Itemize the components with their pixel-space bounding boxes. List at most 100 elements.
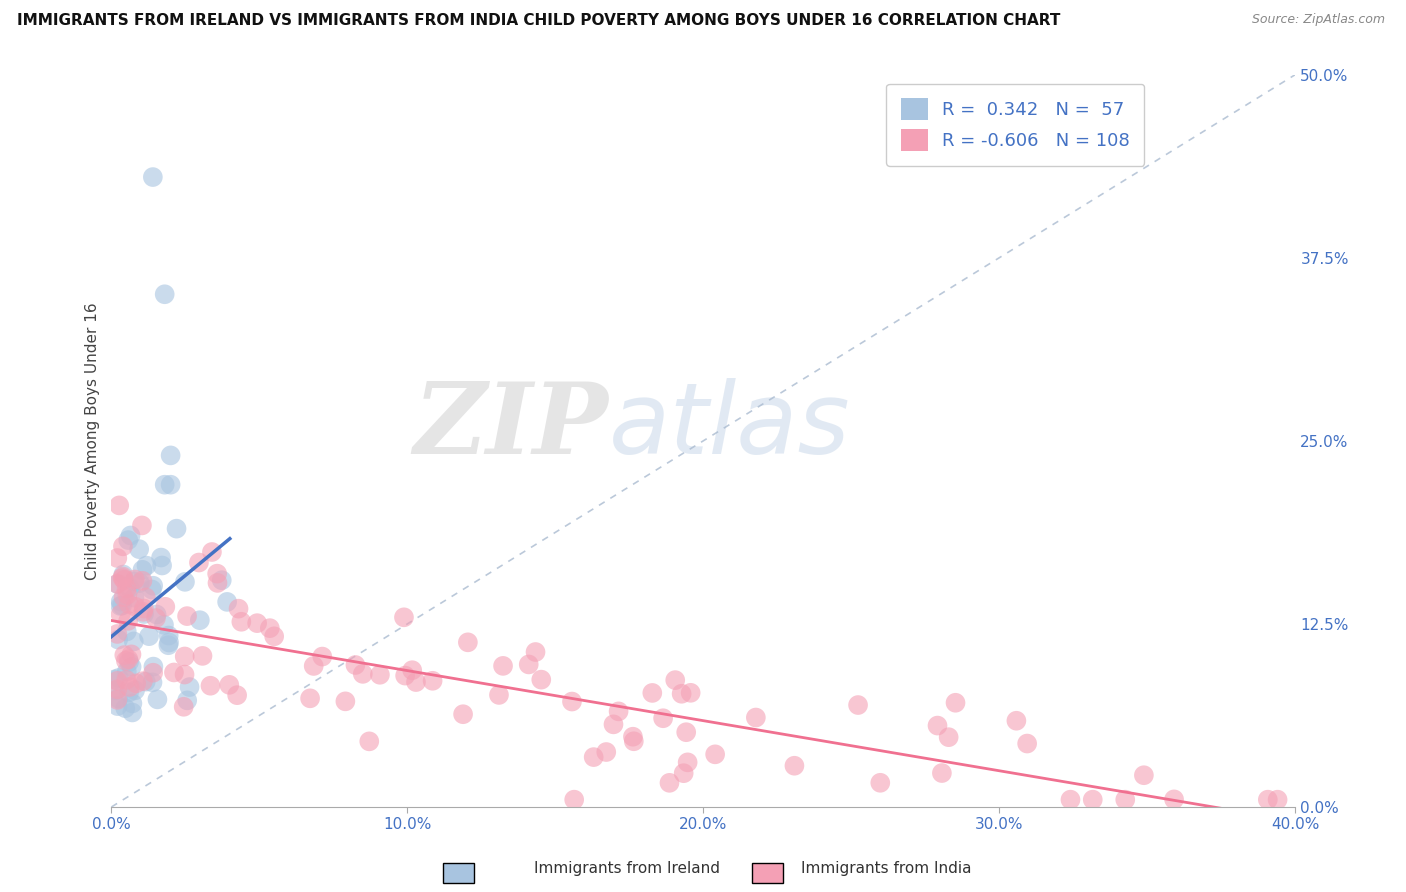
Point <box>145 607 167 622</box>
Point <box>179 680 201 694</box>
Point <box>112 590 135 604</box>
Point <box>517 657 540 672</box>
Point <box>115 624 138 639</box>
Point <box>335 694 357 708</box>
Point <box>118 581 141 595</box>
Point <box>153 287 176 301</box>
Point <box>201 545 224 559</box>
Point <box>117 588 139 602</box>
Point <box>1017 737 1039 751</box>
Point <box>135 558 157 573</box>
Point <box>115 654 138 668</box>
Y-axis label: Child Poverty Among Boys Under 16: Child Poverty Among Boys Under 16 <box>86 301 100 580</box>
Point <box>869 776 891 790</box>
Point <box>104 673 127 687</box>
Point <box>141 582 163 597</box>
Point <box>131 574 153 588</box>
Point <box>145 611 167 625</box>
Legend: R =  0.342   N =  57, R = -0.606   N = 108: R = 0.342 N = 57, R = -0.606 N = 108 <box>886 84 1144 166</box>
Point <box>176 609 198 624</box>
Point <box>138 629 160 643</box>
Point <box>602 717 624 731</box>
Point <box>405 675 427 690</box>
Point <box>157 635 180 649</box>
Point <box>157 638 180 652</box>
Point <box>150 550 173 565</box>
Point <box>121 697 143 711</box>
Point <box>110 599 132 613</box>
Point <box>392 610 415 624</box>
Point <box>118 685 141 699</box>
Point <box>352 666 374 681</box>
Point <box>120 528 142 542</box>
Point <box>607 705 630 719</box>
Point <box>394 668 416 682</box>
Point <box>187 556 209 570</box>
Point <box>105 682 128 697</box>
Point <box>176 693 198 707</box>
Point <box>105 673 128 688</box>
Point <box>111 569 134 583</box>
Point <box>422 673 444 688</box>
Point <box>142 170 165 185</box>
Point <box>451 707 474 722</box>
Point <box>135 591 157 605</box>
Point <box>132 605 155 619</box>
Point <box>107 671 129 685</box>
Point <box>675 725 697 739</box>
Point <box>110 594 132 608</box>
Point <box>562 792 585 806</box>
Point <box>128 576 150 591</box>
Point <box>488 688 510 702</box>
Point <box>931 766 953 780</box>
Point <box>114 701 136 715</box>
Point <box>153 477 176 491</box>
Point <box>131 563 153 577</box>
Point <box>1133 768 1156 782</box>
Text: Source: ZipAtlas.com: Source: ZipAtlas.com <box>1251 13 1385 27</box>
Point <box>104 683 127 698</box>
Point <box>115 582 138 596</box>
Point <box>108 499 131 513</box>
Point <box>641 686 664 700</box>
Point <box>226 688 249 702</box>
Point <box>105 551 128 566</box>
Point <box>658 776 681 790</box>
Point <box>163 665 186 680</box>
Text: ZIP: ZIP <box>413 378 609 475</box>
Point <box>142 659 165 673</box>
Point <box>124 591 146 605</box>
Point <box>623 734 645 748</box>
Point <box>302 659 325 673</box>
Point <box>125 676 148 690</box>
Point <box>173 667 195 681</box>
Point <box>132 601 155 615</box>
Point <box>664 673 686 687</box>
Point <box>173 699 195 714</box>
Point <box>121 660 143 674</box>
Point <box>132 607 155 621</box>
Point <box>846 698 869 712</box>
Point <box>128 542 150 557</box>
Point <box>105 693 128 707</box>
Point <box>124 599 146 614</box>
Point <box>595 745 617 759</box>
Point <box>945 696 967 710</box>
Point <box>344 658 367 673</box>
Point <box>153 618 176 632</box>
Point <box>111 571 134 585</box>
Point <box>141 675 163 690</box>
Point <box>1114 792 1136 806</box>
Point <box>211 573 233 587</box>
Point <box>124 683 146 698</box>
Point <box>118 597 141 611</box>
Point <box>157 628 180 642</box>
Point <box>131 518 153 533</box>
Point <box>111 539 134 553</box>
Point <box>207 575 229 590</box>
Point <box>121 648 143 662</box>
Point <box>938 730 960 744</box>
Point <box>1081 792 1104 806</box>
Text: IMMIGRANTS FROM IRELAND VS IMMIGRANTS FROM INDIA CHILD POVERTY AMONG BOYS UNDER : IMMIGRANTS FROM IRELAND VS IMMIGRANTS FR… <box>17 13 1060 29</box>
Point <box>218 678 240 692</box>
